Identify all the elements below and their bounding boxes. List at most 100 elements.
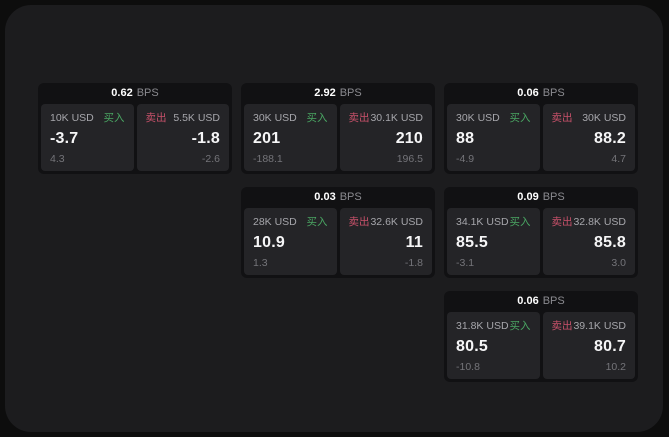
sell-panel[interactable]: 卖出 30.1K USD 210 196.5 <box>339 104 432 171</box>
sell-price: 88.2 <box>594 130 626 147</box>
bps-value: 0.06 <box>517 87 539 99</box>
sell-change: 4.7 <box>611 153 626 165</box>
buy-amount-label: 28K USD <box>253 216 297 228</box>
buy-amount-label: 34.1K USD <box>456 216 509 228</box>
cards-grid: 0.62 BPS 10K USD 买入 -3.7 4.3 卖出 5.5K USD… <box>38 83 638 382</box>
sell-change: 10.2 <box>605 361 626 373</box>
buy-panel-header: 30K USD 买入 <box>456 110 531 125</box>
sell-panel[interactable]: 卖出 32.6K USD 11 -1.8 <box>339 208 432 275</box>
bps-header: 0.03 BPS <box>244 187 432 208</box>
buy-amount-label: 10K USD <box>50 112 94 124</box>
sell-panel-header: 卖出 30K USD <box>552 110 627 125</box>
bps-unit-label: BPS <box>339 191 362 203</box>
buy-change: 4.3 <box>50 153 65 165</box>
buy-panel[interactable]: 28K USD 买入 10.9 1.3 <box>244 208 337 275</box>
buy-price: -3.7 <box>50 130 79 147</box>
sell-panel-header: 卖出 32.8K USD <box>552 214 627 229</box>
buy-panel-header: 34.1K USD 买入 <box>456 214 531 229</box>
bps-header: 0.06 BPS <box>447 83 635 104</box>
sell-side-label: 卖出 <box>551 112 573 124</box>
sell-panel[interactable]: 卖出 39.1K USD 80.7 10.2 <box>542 312 635 379</box>
sell-amount-label: 5.5K USD <box>173 112 220 124</box>
quote-card: 2.92 BPS 30K USD 买入 201 -188.1 卖出 30.1K … <box>241 83 435 174</box>
sell-panel-header: 卖出 30.1K USD <box>349 110 424 125</box>
buy-panel[interactable]: 34.1K USD 买入 85.5 -3.1 <box>447 208 540 275</box>
sell-panel[interactable]: 卖出 32.8K USD 85.8 3.0 <box>542 208 635 275</box>
buy-price: 88 <box>456 130 475 147</box>
bps-value: 0.09 <box>517 191 539 203</box>
sell-price: 210 <box>395 130 423 147</box>
buy-panel-header: 28K USD 买入 <box>253 214 328 229</box>
bps-value: 2.92 <box>314 87 336 99</box>
buy-change: -3.1 <box>456 257 475 269</box>
sell-side-label: 卖出 <box>348 112 370 124</box>
card-body: 30K USD 买入 88 -4.9 卖出 30K USD 88.2 4.7 <box>447 104 635 171</box>
bps-header: 0.06 BPS <box>447 291 635 312</box>
sell-change: 3.0 <box>611 257 626 269</box>
bps-unit-label: BPS <box>136 87 159 99</box>
sell-amount-label: 32.6K USD <box>370 216 423 228</box>
buy-amount-label: 31.8K USD <box>456 320 509 332</box>
sell-panel-header: 卖出 32.6K USD <box>349 214 424 229</box>
bps-unit-label: BPS <box>542 191 565 203</box>
quote-card: 0.06 BPS 31.8K USD 买入 80.5 -10.8 卖出 39.1… <box>444 291 638 382</box>
quote-card: 0.09 BPS 34.1K USD 买入 85.5 -3.1 卖出 32.8K… <box>444 187 638 278</box>
buy-panel[interactable]: 31.8K USD 买入 80.5 -10.8 <box>447 312 540 379</box>
buy-side-label: 买入 <box>509 320 531 332</box>
sell-panel[interactable]: 卖出 5.5K USD -1.8 -2.6 <box>136 104 229 171</box>
sell-change: -2.6 <box>201 153 220 165</box>
sell-price: 11 <box>405 234 423 251</box>
buy-panel-header: 30K USD 买入 <box>253 110 328 125</box>
sell-side-label: 卖出 <box>145 112 167 124</box>
sell-price: 85.8 <box>594 234 626 251</box>
buy-side-label: 买入 <box>103 112 125 124</box>
sell-panel[interactable]: 卖出 30K USD 88.2 4.7 <box>542 104 635 171</box>
quote-card: 0.03 BPS 28K USD 买入 10.9 1.3 卖出 32.6K US… <box>241 187 435 278</box>
bps-header: 0.62 BPS <box>41 83 229 104</box>
bps-value: 0.62 <box>111 87 133 99</box>
card-body: 34.1K USD 买入 85.5 -3.1 卖出 32.8K USD 85.8… <box>447 208 635 275</box>
bps-value: 0.06 <box>517 295 539 307</box>
buy-change: 1.3 <box>253 257 268 269</box>
sell-change: -1.8 <box>404 257 423 269</box>
bps-header: 0.09 BPS <box>447 187 635 208</box>
sell-panel-header: 卖出 39.1K USD <box>552 318 627 333</box>
buy-price: 10.9 <box>253 234 285 251</box>
buy-amount-label: 30K USD <box>253 112 297 124</box>
card-body: 28K USD 买入 10.9 1.3 卖出 32.6K USD 11 -1.8 <box>244 208 432 275</box>
sell-amount-label: 32.8K USD <box>573 216 626 228</box>
buy-side-label: 买入 <box>509 112 531 124</box>
sell-side-label: 卖出 <box>551 216 573 228</box>
buy-change: -10.8 <box>456 361 480 373</box>
card-body: 30K USD 买入 201 -188.1 卖出 30.1K USD 210 1… <box>244 104 432 171</box>
card-body: 31.8K USD 买入 80.5 -10.8 卖出 39.1K USD 80.… <box>447 312 635 379</box>
sell-amount-label: 39.1K USD <box>573 320 626 332</box>
sell-price: 80.7 <box>594 338 626 355</box>
sell-panel-header: 卖出 5.5K USD <box>146 110 221 125</box>
buy-price: 85.5 <box>456 234 488 251</box>
buy-panel-header: 31.8K USD 买入 <box>456 318 531 333</box>
buy-panel[interactable]: 30K USD 买入 88 -4.9 <box>447 104 540 171</box>
buy-price: 201 <box>253 130 281 147</box>
sell-side-label: 卖出 <box>551 320 573 332</box>
bps-value: 0.03 <box>314 191 336 203</box>
sell-side-label: 卖出 <box>348 216 370 228</box>
bps-header: 2.92 BPS <box>244 83 432 104</box>
buy-panel-header: 10K USD 买入 <box>50 110 125 125</box>
quote-card: 0.06 BPS 30K USD 买入 88 -4.9 卖出 30K USD 8… <box>444 83 638 174</box>
sell-amount-label: 30K USD <box>582 112 626 124</box>
sell-amount-label: 30.1K USD <box>370 112 423 124</box>
buy-amount-label: 30K USD <box>456 112 500 124</box>
buy-change: -188.1 <box>253 153 283 165</box>
buy-panel[interactable]: 10K USD 买入 -3.7 4.3 <box>41 104 134 171</box>
buy-side-label: 买入 <box>306 216 328 228</box>
sell-price: -1.8 <box>191 130 220 147</box>
buy-change: -4.9 <box>456 153 475 165</box>
bps-unit-label: BPS <box>542 295 565 307</box>
buy-side-label: 买入 <box>509 216 531 228</box>
quote-card: 0.62 BPS 10K USD 买入 -3.7 4.3 卖出 5.5K USD… <box>38 83 232 174</box>
bps-unit-label: BPS <box>339 87 362 99</box>
buy-panel[interactable]: 30K USD 买入 201 -188.1 <box>244 104 337 171</box>
bps-unit-label: BPS <box>542 87 565 99</box>
